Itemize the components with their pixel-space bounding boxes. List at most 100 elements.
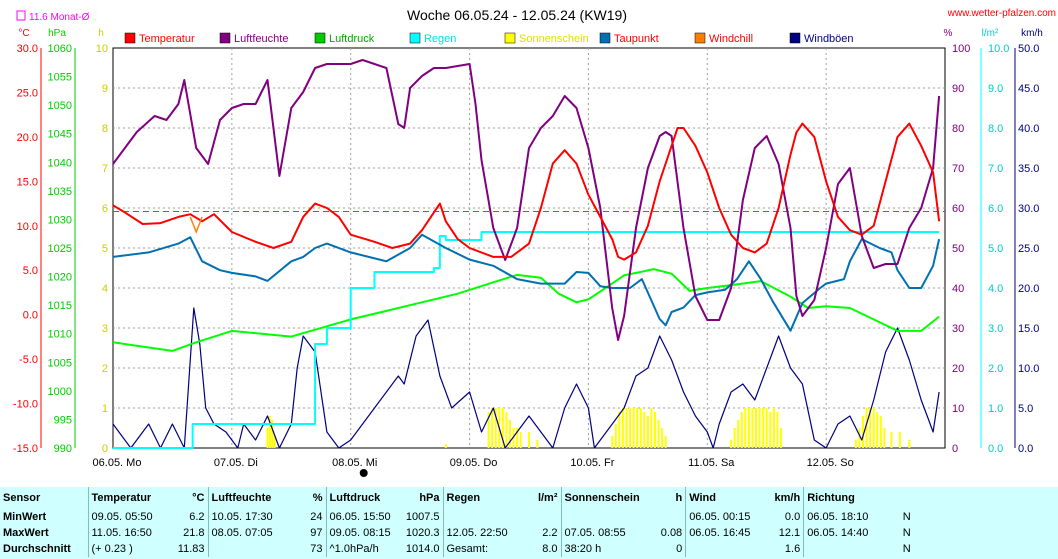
sunshine-tick-label: 0 — [102, 443, 108, 455]
sunshine-tick-label: 2 — [102, 363, 108, 375]
pressure-axis-unit: hPa — [48, 28, 66, 39]
sunshine-bar — [487, 412, 490, 448]
humidity-tick-label: 40 — [952, 283, 964, 295]
sun-max-time: 07.05. 08:55 — [560, 525, 643, 541]
temperature-tick-label: -5.0 — [19, 354, 38, 366]
sunshine-bar — [657, 420, 660, 448]
rain-tick-label: 0.0 — [988, 443, 1003, 455]
rain-tick-label: 8.0 — [988, 123, 1003, 135]
sunshine-bar — [266, 428, 269, 448]
humidity-tick-label: 50 — [952, 243, 964, 255]
rain-min-time — [442, 509, 518, 525]
humidity-tick-label: 30 — [952, 323, 964, 335]
wind-tick-label: 5.0 — [1018, 403, 1033, 415]
wind-min-value: 0.0 — [784, 511, 801, 523]
humidity-tick-label: 90 — [952, 83, 964, 95]
sun-max-value: 0.08 — [660, 527, 683, 539]
dir-min-time: 06.05. 18:10 — [803, 509, 879, 525]
wind-tick-label: 35.0 — [1018, 163, 1039, 175]
sunshine-bar — [755, 408, 758, 448]
press-min-value: 1007.5 — [405, 511, 440, 523]
legend-label: Windchill — [709, 33, 753, 45]
sunshine-tick-label: 10 — [96, 43, 108, 55]
rain-tick-label: 2.0 — [988, 363, 1003, 375]
sunshine-bar — [268, 416, 271, 448]
rain-total-label: Gesamt: — [442, 541, 518, 557]
legend-label: Temperatur — [139, 33, 195, 45]
temp-max-value: 21.8 — [183, 527, 205, 539]
wind-axis-unit: km/h — [1021, 28, 1043, 39]
sunshine-bar — [528, 432, 530, 448]
hum-max-time: 08.05. 07:05 — [207, 525, 283, 541]
sunshine-bar — [614, 424, 617, 448]
series-line-regen — [113, 231, 940, 449]
sunshine-bar — [650, 408, 653, 448]
sunshine-bar — [646, 416, 649, 448]
month-avg-label: 11.6 Monat-Ø — [29, 12, 90, 23]
sunshine-bar — [908, 440, 911, 448]
chart-title: Woche 06.05.24 - 12.05.24 (KW19) — [407, 7, 627, 23]
sunshine-bar — [501, 408, 504, 448]
sunshine-bar — [508, 420, 511, 448]
sunshine-tick-label: 9 — [102, 83, 108, 95]
sunshine-bar — [516, 428, 519, 448]
wind-avg-blank — [685, 541, 761, 557]
press-max-value: 1020.3 — [405, 527, 440, 539]
sunshine-bar — [769, 412, 772, 448]
rain-tick-label: 10.0 — [988, 43, 1009, 55]
pressure-tick-label: 1050 — [48, 100, 72, 112]
sunshine-bar — [494, 408, 497, 448]
pressure-tick-label: 1055 — [48, 72, 72, 84]
temp-min-value: 6.2 — [189, 511, 205, 523]
source-link[interactable]: www.wetter-pfalzen.com — [947, 8, 1056, 19]
dir-min-value: N — [902, 511, 911, 523]
x-tick-label: 08.05. Mi — [332, 457, 377, 469]
rain-max-time: 12.05. 22:50 — [442, 525, 518, 541]
sunshine-bar — [898, 432, 901, 448]
pressure-tick-label: 1045 — [48, 129, 72, 141]
sunshine-bar — [737, 420, 740, 448]
sunshine-bar — [643, 412, 646, 448]
series-line-windböen — [112, 307, 940, 449]
legend-swatch — [409, 32, 421, 44]
header-sensor: Sensor — [3, 492, 41, 504]
dir-max-value: N — [902, 527, 911, 539]
wind-tick-label: 50.0 — [1018, 43, 1039, 55]
humidity-tick-label: 80 — [952, 123, 964, 135]
temperature-tick-label: -15.0 — [13, 443, 38, 455]
sunshine-bar — [869, 408, 872, 448]
pressure-tick-label: 1010 — [48, 329, 72, 341]
summary-panel: Sensor Temperatur °C Luftfeuchte % Luftd… — [0, 487, 1058, 559]
row-label: MinWert — [3, 511, 47, 523]
legend-label: Luftfeuchte — [234, 33, 288, 45]
wind-tick-label: 15.0 — [1018, 323, 1039, 335]
temp-max-time: 11.05. 16:50 — [87, 525, 163, 541]
sunshine-tick-label: 6 — [102, 203, 108, 215]
header-humidity-unit: % — [312, 492, 323, 504]
sunshine-bar — [765, 408, 768, 448]
legend-label: Luftdruck — [329, 33, 375, 45]
wind-tick-label: 40.0 — [1018, 123, 1039, 135]
pressure-tick-label: 1040 — [48, 157, 72, 169]
sunshine-bar — [779, 428, 782, 448]
dir-avg-blank — [803, 541, 879, 557]
wind-tick-label: 0.0 — [1018, 443, 1033, 455]
legend-label: Sonnenschein — [519, 33, 589, 45]
sunshine-bar — [876, 412, 879, 448]
summary-table: Sensor Temperatur °C Luftfeuchte % Luftd… — [0, 487, 914, 557]
legend-label: Taupunkt — [614, 33, 659, 45]
pressure-tick-label: 1020 — [48, 272, 72, 284]
sunshine-bar — [879, 416, 882, 448]
legend-swatch — [124, 32, 136, 44]
sunshine-bar — [861, 416, 864, 448]
pressure-tick-label: 1060 — [48, 43, 72, 55]
temp-avg-trend: (+ 0.23 ) — [87, 541, 163, 557]
press-min-time: 06.05. 15:50 — [325, 509, 401, 525]
sunshine-bar — [854, 440, 857, 448]
sun-min-value — [643, 509, 686, 525]
humidity-tick-label: 0 — [952, 443, 958, 455]
sunshine-bar — [747, 408, 750, 448]
rain-tick-label: 1.0 — [988, 403, 1003, 415]
x-tick-label: 06.05. Mo — [93, 457, 142, 469]
sunshine-bar — [491, 408, 494, 448]
